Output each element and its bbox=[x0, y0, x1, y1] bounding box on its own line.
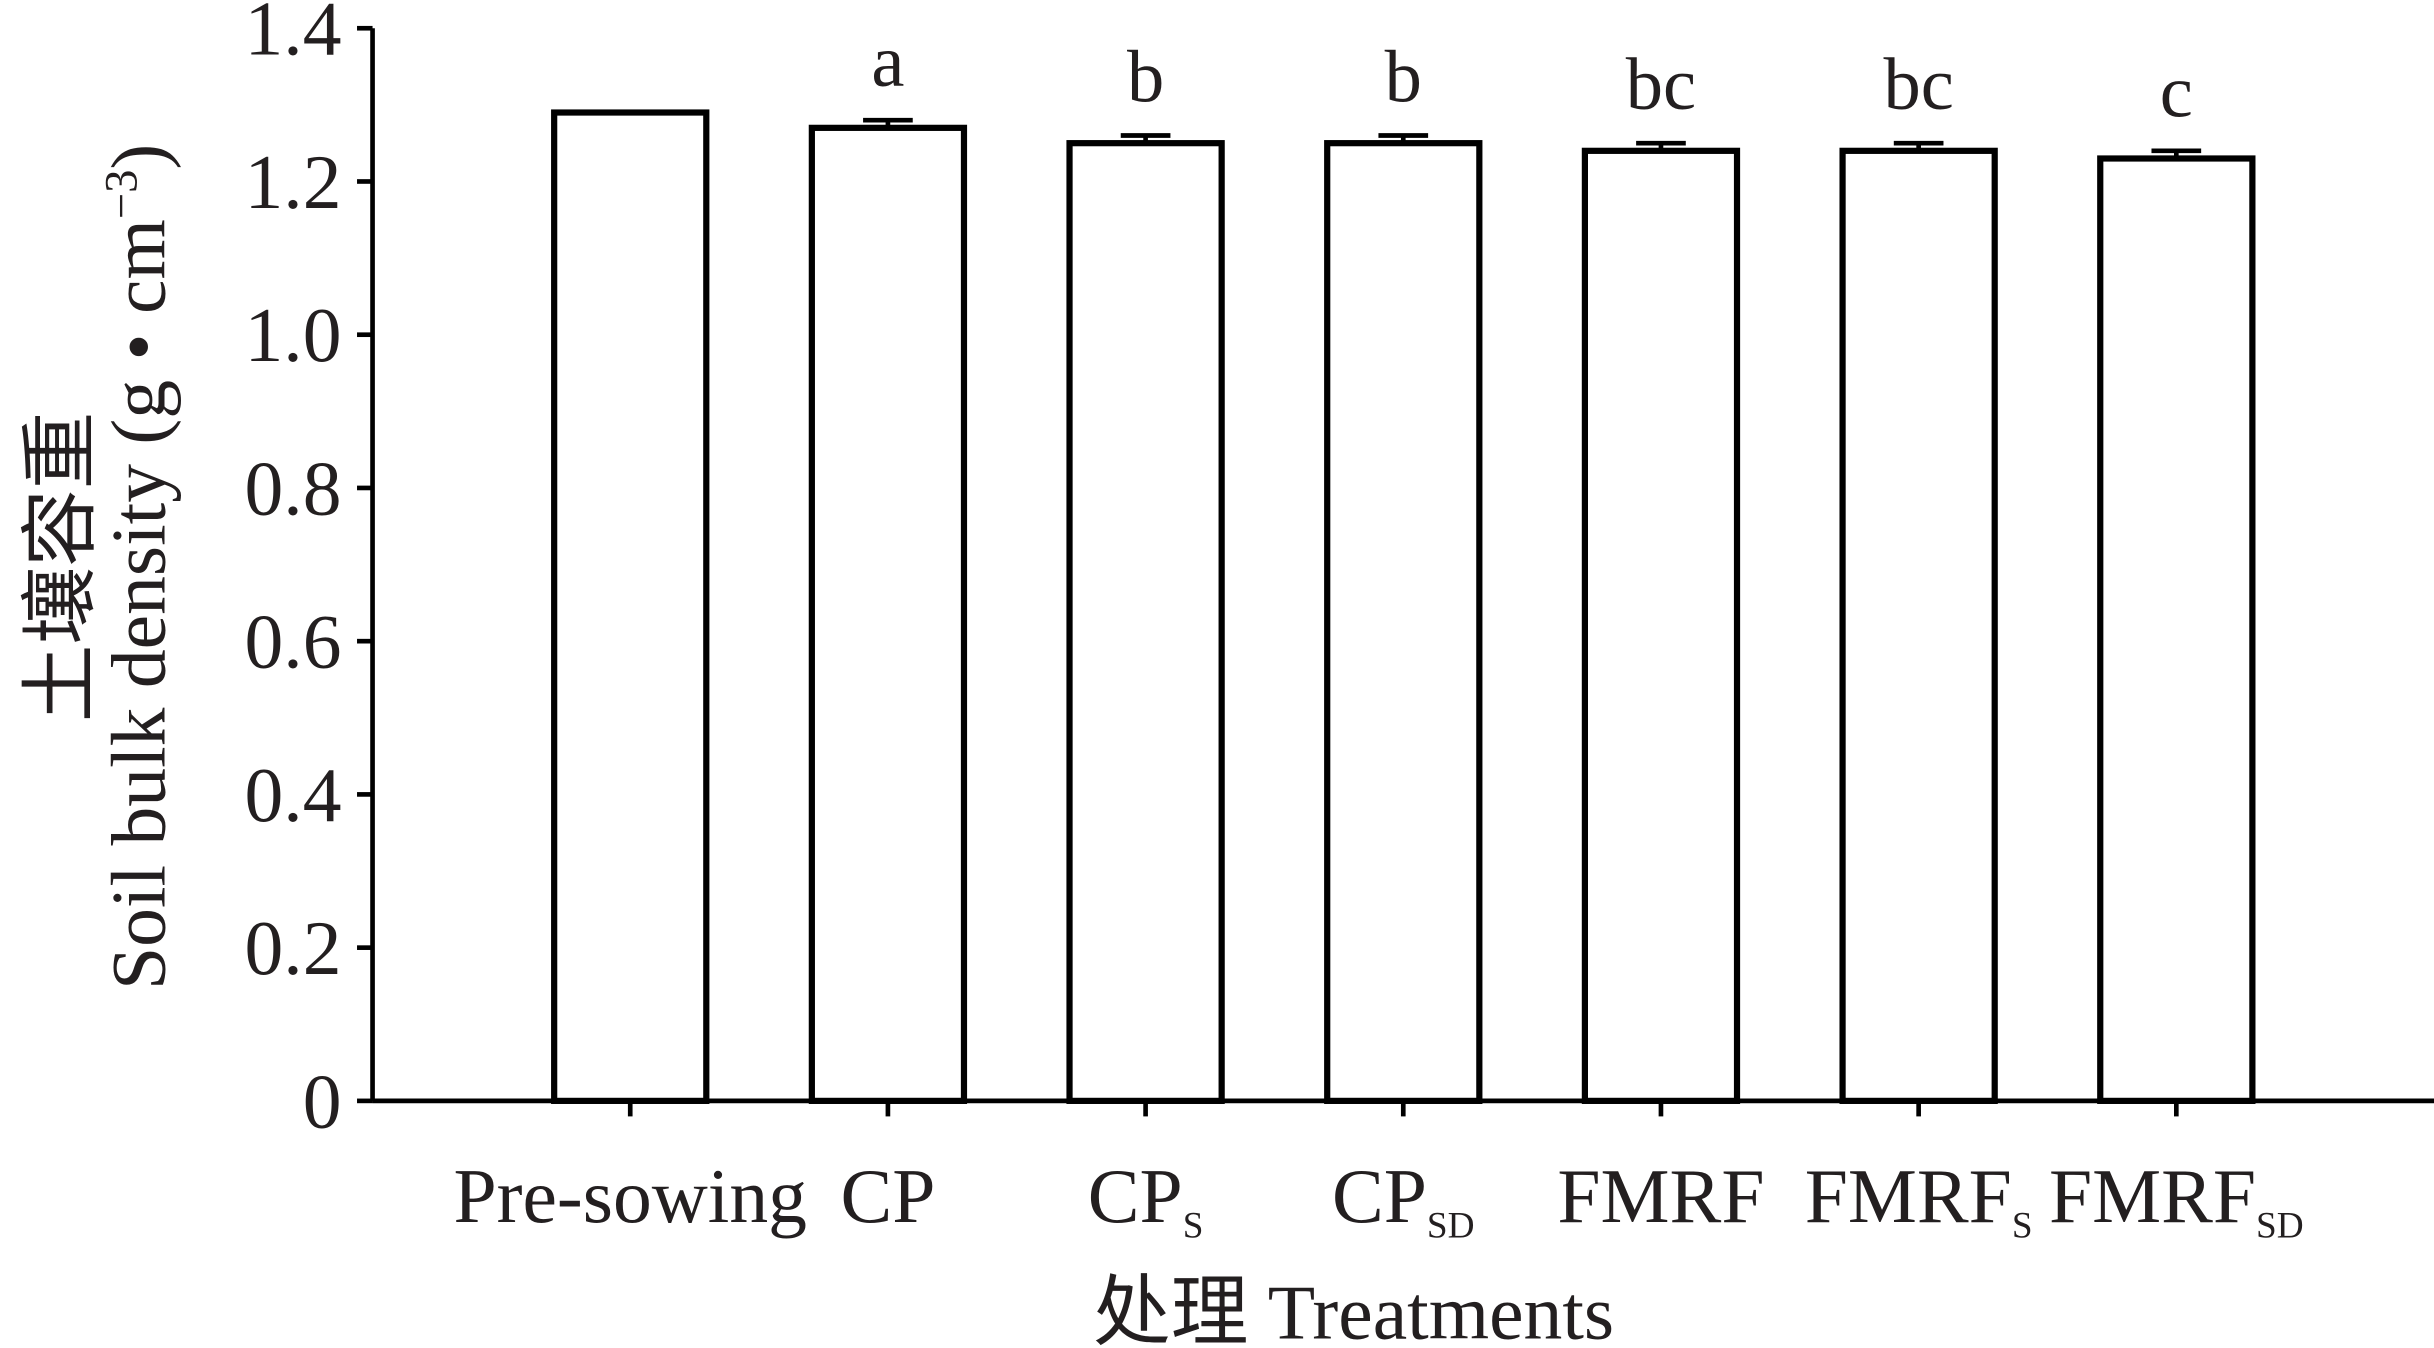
y-axis-title-en: Soil bulk density (g • cm−3) bbox=[96, 144, 182, 990]
x-tick-label: FMRF bbox=[1557, 1153, 1764, 1239]
x-tick-label-sub: SD bbox=[1427, 1205, 1475, 1246]
significance-letter: c bbox=[2160, 52, 2193, 134]
y-axis-title-cn: 土壤容重 bbox=[18, 412, 104, 722]
x-tick-label-main: FMRF bbox=[2049, 1153, 2256, 1239]
significance-letter: bc bbox=[1883, 44, 1953, 126]
y-axis-title-sup: −3 bbox=[97, 170, 148, 220]
x-tick-label: CP bbox=[840, 1153, 935, 1239]
significance-letter: bc bbox=[1626, 44, 1696, 126]
y-tick-label: 1.4 bbox=[244, 0, 341, 72]
y-tick-label: 1.0 bbox=[244, 292, 341, 378]
x-tick-label-sub: SD bbox=[2256, 1205, 2304, 1246]
y-tick-label: 0.2 bbox=[244, 905, 341, 991]
x-tick-label-sub: S bbox=[1183, 1205, 1204, 1246]
y-tick-label: 0.8 bbox=[244, 445, 341, 531]
x-tick-label: CPS bbox=[1088, 1153, 1204, 1247]
error-bar bbox=[2151, 148, 2202, 159]
error-bar bbox=[1120, 133, 1171, 144]
x-tick-label: CPSD bbox=[1332, 1153, 1475, 1247]
y-tick-label: 0.6 bbox=[244, 599, 341, 685]
x-tick-label-main: FMRF bbox=[1557, 1153, 1764, 1239]
error-bar bbox=[1378, 133, 1429, 144]
x-tick-label-main: CP bbox=[840, 1153, 935, 1239]
x-tick-label-main: CP bbox=[1332, 1153, 1427, 1239]
x-tick-label: FMRFSD bbox=[2049, 1153, 2304, 1247]
error-bar bbox=[1893, 140, 1944, 151]
error-bar bbox=[863, 117, 913, 128]
bar bbox=[1324, 140, 1483, 1104]
x-tick-label-main: CP bbox=[1088, 1153, 1183, 1239]
y-axis-title-main: Soil bulk density (g • cm bbox=[96, 219, 182, 990]
y-tick-label: 1.2 bbox=[244, 139, 341, 225]
y-tick-label: 0 bbox=[303, 1058, 342, 1144]
x-tick-label: Pre-sowing bbox=[453, 1153, 807, 1239]
x-tick-label-main: Pre-sowing bbox=[453, 1153, 807, 1239]
significance-letter: b bbox=[1127, 36, 1164, 118]
y-axis-title: 土壤容重 Soil bulk density (g • cm−3) bbox=[18, 144, 182, 990]
bar bbox=[2097, 155, 2256, 1104]
y-tick-label: 0.4 bbox=[244, 752, 341, 838]
y-axis-title-end: ) bbox=[96, 144, 182, 170]
x-tick-label-sub: S bbox=[2012, 1205, 2033, 1246]
bar bbox=[808, 124, 968, 1104]
x-axis-title: 处理 Treatments bbox=[1093, 1269, 1614, 1348]
bar bbox=[1839, 147, 1998, 1104]
bar bbox=[551, 109, 710, 1104]
error-bar bbox=[1636, 140, 1686, 151]
bar bbox=[1581, 147, 1741, 1104]
significance-letter: a bbox=[871, 21, 904, 103]
x-tick-label: FMRFS bbox=[1805, 1153, 2033, 1247]
significance-letter: b bbox=[1385, 36, 1422, 118]
x-tick-label-main: FMRF bbox=[1805, 1153, 2012, 1239]
bar bbox=[1066, 140, 1225, 1104]
